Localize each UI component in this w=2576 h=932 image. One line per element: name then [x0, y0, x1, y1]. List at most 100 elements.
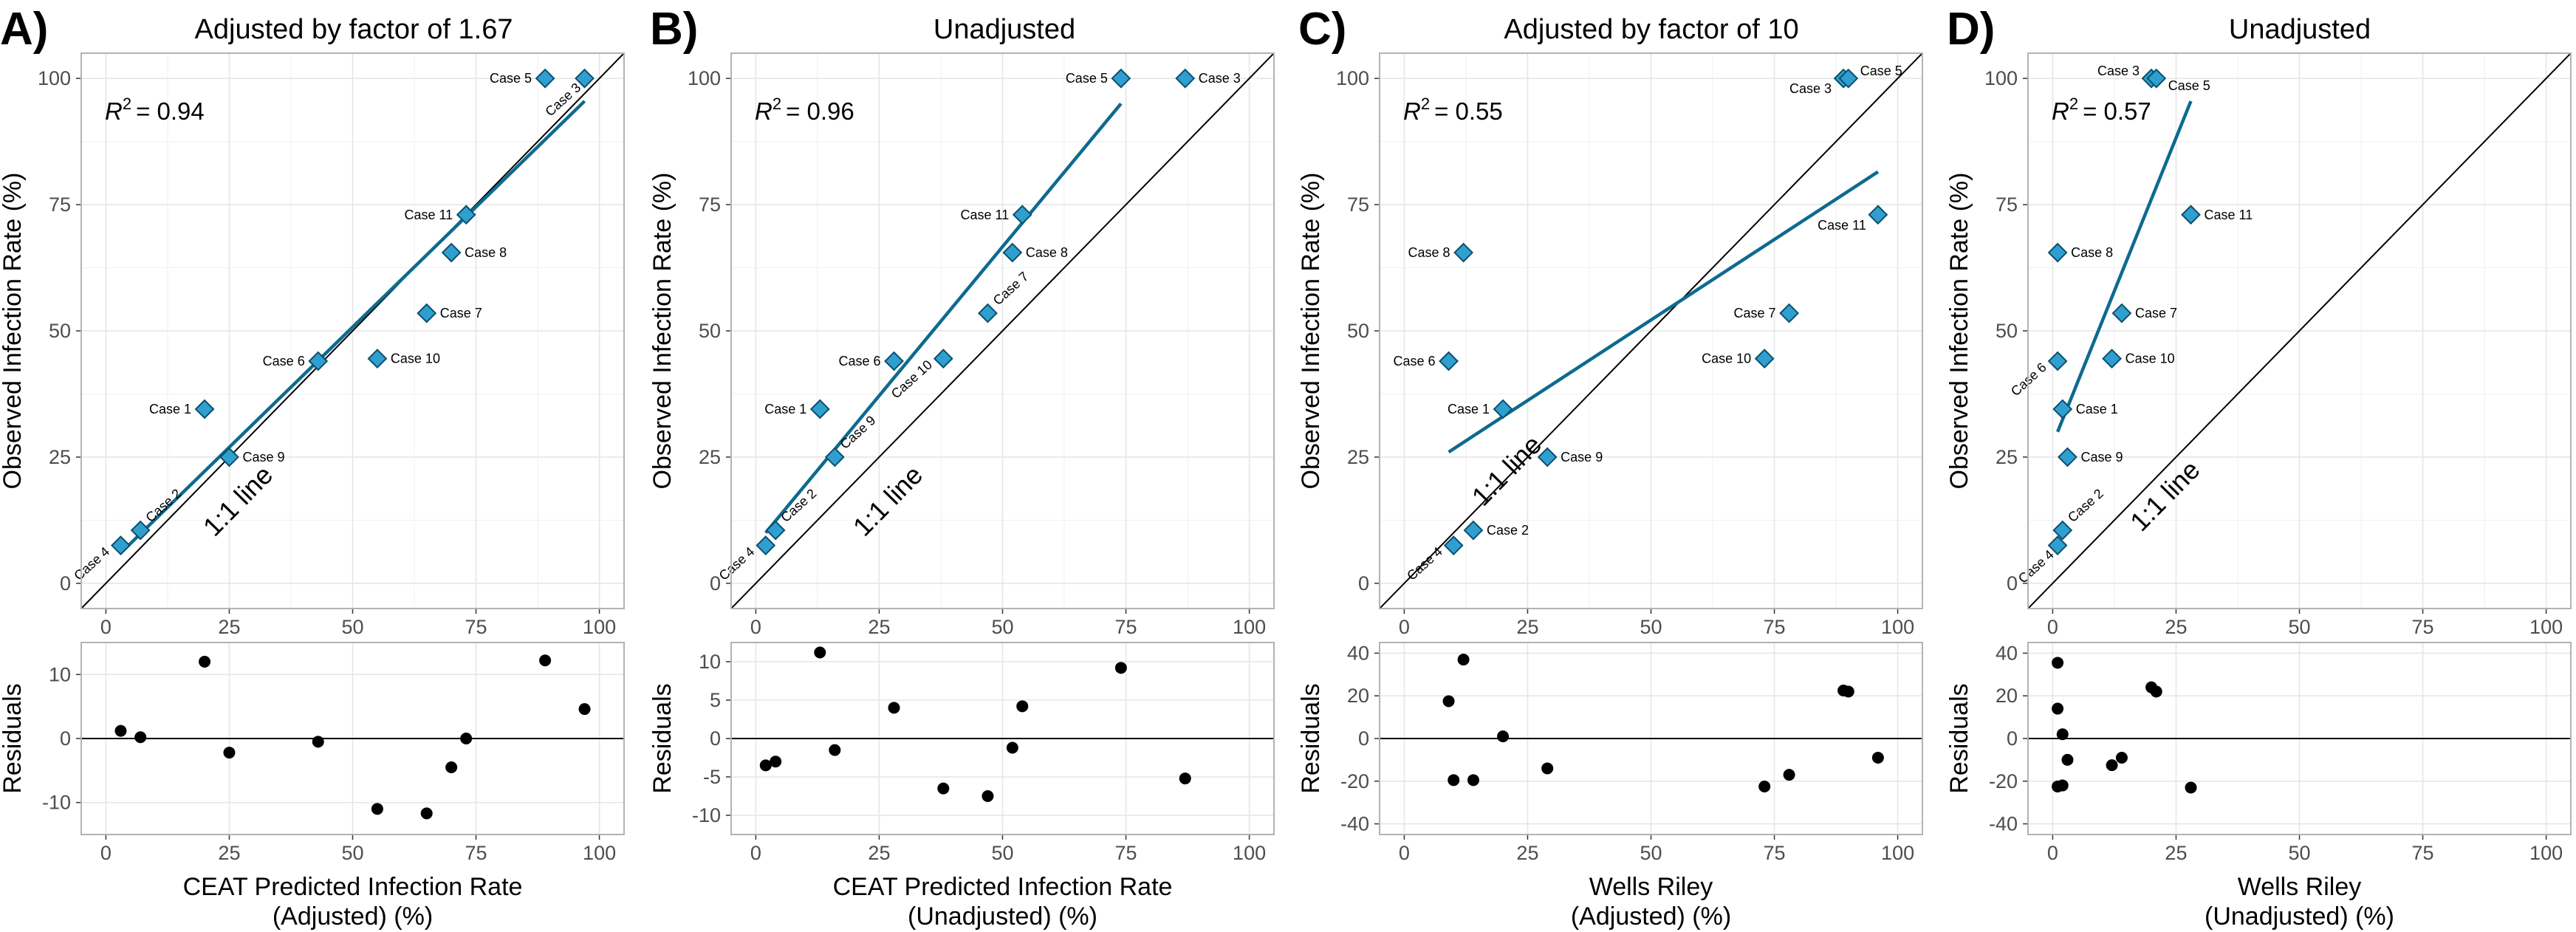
residual-point: [2056, 779, 2069, 792]
x-tick-label: 0: [750, 842, 761, 864]
residual-y-tick-label: -20: [1989, 770, 2018, 792]
data-point: [1754, 349, 1775, 369]
residual-point: [937, 782, 950, 795]
identity-line: [731, 53, 1274, 609]
point-label: Case 11: [404, 208, 453, 222]
x-tick-label: 75: [2412, 842, 2434, 864]
point-label: Case 5: [1860, 64, 1902, 78]
data-point: [1111, 68, 1131, 89]
residual-y-tick-label: 10: [49, 663, 71, 685]
residual-point: [1114, 662, 1127, 674]
y-axis-label: Observed Infection Rate (%): [0, 173, 27, 490]
residual-y-tick-label: -40: [1340, 813, 1369, 835]
data-point: [194, 399, 215, 419]
residual-point: [114, 724, 127, 737]
y-tick-label: 50: [699, 320, 721, 342]
y-tick-label: 75: [1347, 193, 1369, 216]
residual-point: [759, 759, 772, 772]
main-plot-border: [80, 52, 625, 609]
x-tick-label: 0: [2047, 842, 2058, 864]
x-tick-label: 75: [465, 616, 487, 638]
x-tick-label: 75: [2412, 616, 2434, 638]
point-label: Case 7: [1734, 306, 1776, 321]
x-axis-label: (Adjusted) (%): [273, 902, 433, 931]
residual-point: [1006, 741, 1018, 754]
residual-point: [982, 790, 994, 802]
x-tick-label: 75: [465, 842, 487, 864]
residual-point: [460, 733, 473, 744]
x-axis-label: Wells Riley: [2238, 873, 2362, 901]
data-point: [765, 520, 786, 541]
data-point: [2111, 303, 2132, 323]
residual-point: [2056, 728, 2069, 741]
residual-point: [1758, 781, 1771, 792]
residual-point: [371, 803, 383, 815]
r-squared-label: R2 = 0.94: [105, 95, 205, 125]
point-label: Case 5: [2168, 78, 2210, 93]
residual-y-axis-label: Residuals: [0, 683, 27, 793]
residual-point: [888, 702, 900, 714]
data-point: [2181, 205, 2201, 225]
residual-point: [199, 656, 211, 668]
residual-point: [1497, 730, 1510, 743]
y-axis-label: Observed Infection Rate (%): [1297, 173, 1325, 490]
y-axis-label: Observed Infection Rate (%): [648, 173, 676, 490]
panel-title: Adjusted by factor of 10: [1504, 14, 1798, 45]
residual-point: [2150, 685, 2162, 698]
residual-y-axis-label: Residuals: [1297, 683, 1325, 793]
x-tick-label: 50: [1640, 842, 1662, 864]
identity-line: [81, 53, 624, 609]
residual-point: [2185, 781, 2197, 794]
point-label: Case 8: [1408, 245, 1450, 260]
data-point: [2047, 535, 2068, 555]
x-tick-label: 100: [583, 842, 616, 864]
data-point: [1002, 242, 1023, 263]
residual-y-tick-label: 0: [60, 727, 71, 750]
residual-plot-border: [80, 642, 625, 835]
panel-letter: A): [0, 4, 48, 55]
x-tick-label: 75: [1115, 842, 1137, 864]
panel-letter: B): [650, 4, 698, 55]
x-tick-label: 25: [1516, 616, 1538, 638]
residual-point: [1871, 752, 1884, 764]
data-point: [367, 349, 388, 369]
data-point: [824, 447, 845, 467]
x-tick-label: 25: [868, 842, 890, 864]
y-tick-label: 50: [49, 320, 71, 342]
residual-point: [1448, 774, 1460, 787]
data-point: [2052, 520, 2073, 541]
residual-y-tick-label: -20: [1340, 770, 1369, 792]
panel-title: Unadjusted: [934, 14, 1075, 45]
x-tick-label: 0: [100, 842, 112, 864]
point-label: Case 9: [2080, 450, 2123, 465]
point-label: Case 1: [2076, 402, 2118, 417]
residual-point: [2052, 702, 2064, 715]
x-axis-label: CEAT Predicted Infection Rate: [183, 873, 523, 901]
residual-y-tick-label: 0: [1358, 727, 1369, 750]
x-axis-label: Wells Riley: [1589, 873, 1713, 901]
residual-y-tick-label: 20: [1996, 685, 2018, 707]
point-label: Case 3: [1789, 81, 1832, 96]
panel-title: Adjusted by factor of 1.67: [195, 14, 513, 45]
point-label: Case 9: [242, 450, 284, 465]
residual-point: [829, 744, 841, 756]
panel-title: Unadjusted: [2229, 14, 2371, 45]
x-tick-label: 50: [991, 616, 1013, 638]
point-label: Case 3: [1199, 71, 1241, 86]
x-tick-label: 25: [218, 842, 240, 864]
residual-y-tick-label: 20: [1347, 685, 1369, 707]
x-tick-label: 25: [2165, 616, 2187, 638]
x-tick-label: 50: [341, 616, 363, 638]
residual-point: [223, 747, 236, 759]
x-tick-label: 100: [1233, 842, 1266, 864]
point-label: Case 9: [1561, 450, 1603, 465]
r-squared-label: R2 = 0.57: [2052, 95, 2151, 125]
x-tick-label: 50: [341, 842, 363, 864]
x-tick-label: 25: [868, 616, 890, 638]
data-point: [219, 447, 239, 467]
data-point: [575, 68, 595, 89]
data-point: [756, 535, 776, 555]
data-point: [1463, 520, 1484, 541]
y-tick-label: 25: [49, 446, 71, 468]
